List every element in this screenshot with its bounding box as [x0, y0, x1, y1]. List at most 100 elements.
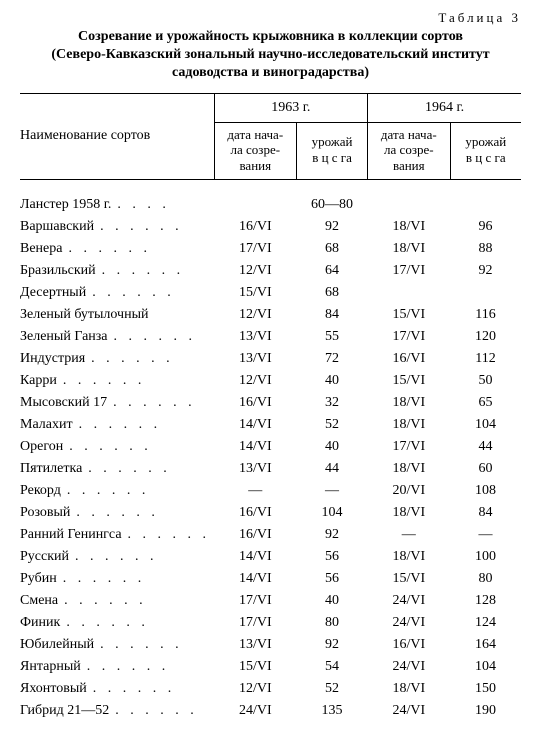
cell-value [368, 282, 451, 304]
row-name: Зеленый бутылочный [20, 307, 149, 323]
cell-value: 16/VI [214, 524, 297, 546]
col-header-1963: 1963 г. [214, 93, 368, 122]
cell-value: — [368, 524, 451, 546]
cell-value: 24/VI [368, 612, 451, 634]
leader-dots: . . . . . . [87, 659, 210, 675]
leader-dots: . . . . . . [66, 615, 210, 631]
cell-value: 15/VI [368, 568, 451, 590]
cell-value: 128 [450, 590, 521, 612]
table-row: Рубин. . . . . .14/VI5615/VI80 [20, 568, 521, 590]
cell-value: 68 [297, 282, 368, 304]
cell-value: 96 [450, 216, 521, 238]
cell-value: 50 [450, 370, 521, 392]
col-header-1964: 1964 г. [368, 93, 521, 122]
cell-value: 15/VI [214, 656, 297, 678]
table-row: Яхонтовый. . . . . .12/VI5218/VI150 [20, 678, 521, 700]
cell-value: 44 [450, 436, 521, 458]
row-name: Венера [20, 241, 62, 257]
leader-dots: . . . . . . [100, 637, 210, 653]
row-name: Рубин [20, 571, 57, 587]
cell-value: 24/VI [368, 700, 451, 722]
leader-dots: . . . . . . [63, 571, 210, 587]
table-body: Ланстер 1958 г. . . . . 60—80 Варшавский… [20, 180, 521, 723]
table-row: Ланстер 1958 г. . . . . 60—80 [20, 194, 521, 216]
row-name: Варшавский [20, 219, 94, 235]
row-name: Янтарный [20, 659, 81, 675]
cell-value: 100 [450, 546, 521, 568]
table-row: Мысовский 17. . . . . .16/VI3218/VI65 [20, 392, 521, 414]
leader-dots: . . . . . . [76, 505, 210, 521]
cell-value: 40 [297, 370, 368, 392]
table-title: Созревание и урожайность крыжовника в ко… [20, 28, 521, 83]
table-number: Таблица 3 [20, 10, 521, 26]
cell-value: 190 [450, 700, 521, 722]
table-row: Зеленый Ганза. . . . . .13/VI5517/VI120 [20, 326, 521, 348]
cell-value: 64 [297, 260, 368, 282]
row-name: Русский [20, 549, 69, 565]
row-name: Юбилейный [20, 637, 94, 653]
cell-value: 16/VI [214, 392, 297, 414]
cell-value: 52 [297, 414, 368, 436]
leader-dots: . . . . . . [79, 417, 210, 433]
cell-value: 18/VI [368, 458, 451, 480]
table-row: Орегон. . . . . .14/VI4017/VI44 [20, 436, 521, 458]
cell-value: 18/VI [368, 414, 451, 436]
cell-value: 18/VI [368, 546, 451, 568]
leader-dots: . . . . . . [69, 439, 210, 455]
cell-value: 40 [297, 436, 368, 458]
table-row: Карри. . . . . .12/VI4015/VI50 [20, 370, 521, 392]
cell-value: 12/VI [214, 260, 297, 282]
table-row: Десертный. . . . . .15/VI68 [20, 282, 521, 304]
leader-dots: . . . . . . [63, 373, 210, 389]
cell-value: 120 [450, 326, 521, 348]
leader-dots: . . . . . . [68, 241, 210, 257]
cell-value: 92 [450, 260, 521, 282]
cell-value: 15/VI [368, 304, 451, 326]
row-name: Розовый [20, 505, 70, 521]
leader-dots: . . . . . . [75, 549, 210, 565]
leader-dots: . . . . [117, 197, 210, 213]
cell-value: 80 [450, 568, 521, 590]
cell-value: 116 [450, 304, 521, 326]
row-name: Индустрия [20, 351, 85, 367]
cell-value: 56 [297, 546, 368, 568]
row-name: Финик [20, 615, 60, 631]
cell-value: 104 [297, 502, 368, 524]
leader-dots: . . . . . . [113, 395, 210, 411]
table-row: Индустрия. . . . . .13/VI7216/VI112 [20, 348, 521, 370]
leader-dots: . . . . . . [64, 593, 210, 609]
col-header-date63: дата нача- ла созре- вания [214, 122, 297, 180]
cell-value: 16/VI [368, 634, 451, 656]
cell-value: 14/VI [214, 414, 297, 436]
table-row: Смена. . . . . .17/VI4024/VI128 [20, 590, 521, 612]
cell-value: 17/VI [214, 612, 297, 634]
cell-value: — [297, 480, 368, 502]
cell-value: 80 [297, 612, 368, 634]
cell-value: 13/VI [214, 348, 297, 370]
cell-value: 72 [297, 348, 368, 370]
cell-value [450, 282, 521, 304]
cell-value: 17/VI [214, 238, 297, 260]
cell-value: 52 [297, 678, 368, 700]
table-row: Ранний Генингса. . . . . .16/VI92—— [20, 524, 521, 546]
cell-value: 104 [450, 656, 521, 678]
cell-value: 24/VI [368, 590, 451, 612]
cell-value: 40 [297, 590, 368, 612]
cell-value: 13/VI [214, 458, 297, 480]
col-header-name: Наименование сортов [20, 93, 214, 180]
row-name: Малахит [20, 417, 73, 433]
table-row: Янтарный. . . . . .15/VI5424/VI104 [20, 656, 521, 678]
col-header-yield63: урожай в ц с га [297, 122, 368, 180]
cell-value: 18/VI [368, 502, 451, 524]
cell-value: 56 [297, 568, 368, 590]
leader-dots: . . . . . . [102, 263, 210, 279]
cell-value: 13/VI [214, 634, 297, 656]
cell-value: 84 [450, 502, 521, 524]
table-row: Юбилейный. . . . . .13/VI9216/VI164 [20, 634, 521, 656]
row-name: Орегон [20, 439, 63, 455]
leader-dots: . . . . . . [115, 703, 210, 719]
leader-dots: . . . . . . [93, 681, 210, 697]
cell-value: 32 [297, 392, 368, 414]
cell-value: 92 [297, 216, 368, 238]
cell-value: 84 [297, 304, 368, 326]
